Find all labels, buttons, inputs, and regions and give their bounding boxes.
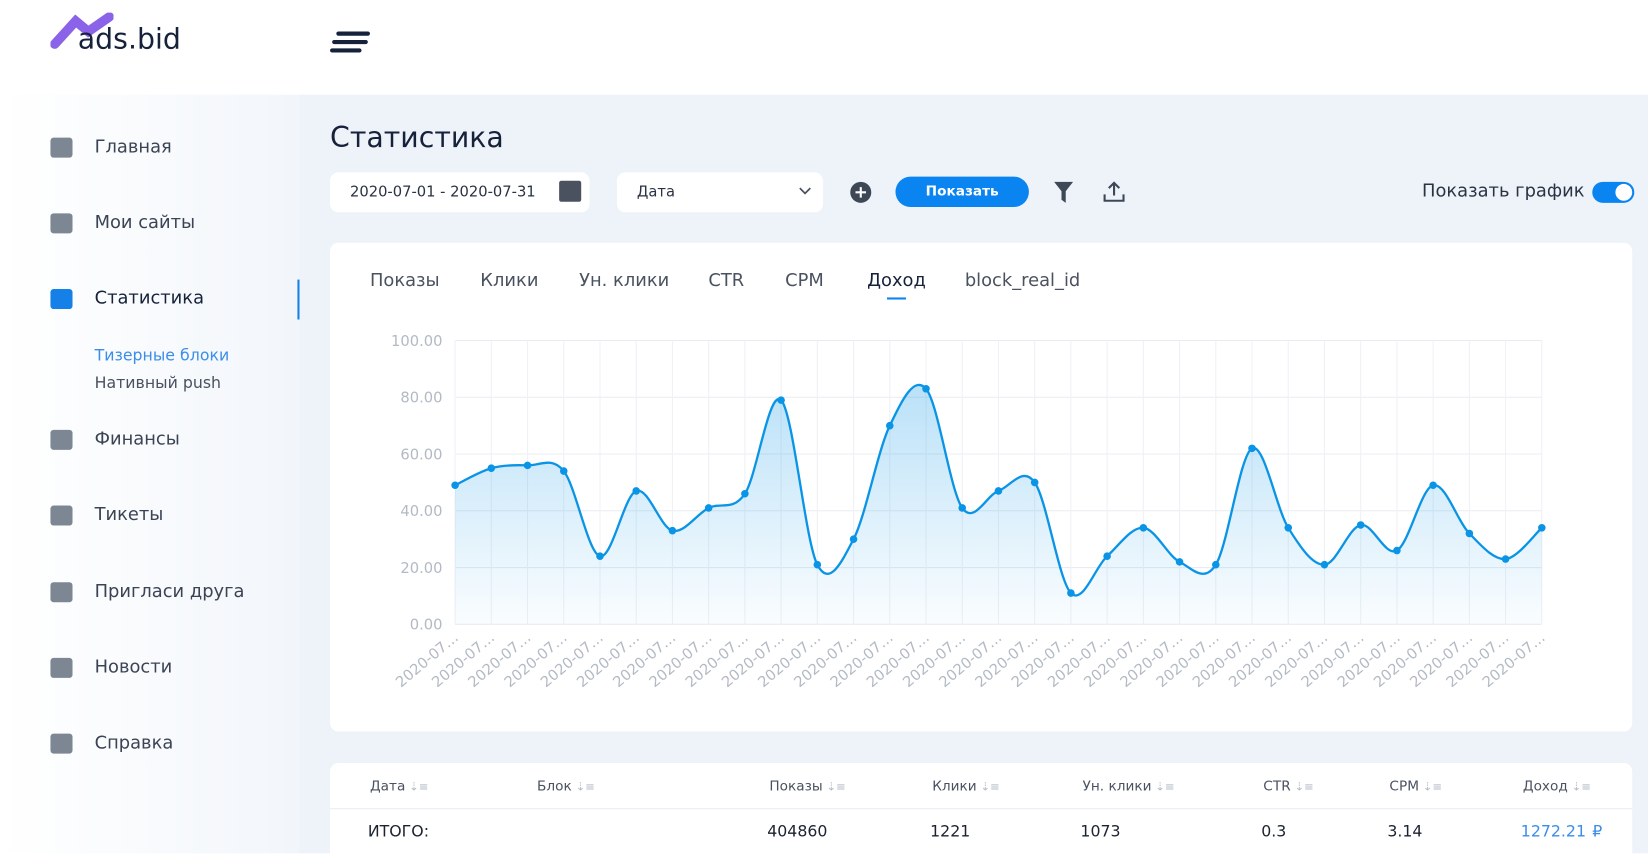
total-label: ИТОГО: [367, 821, 430, 841]
point [1248, 444, 1256, 453]
point [523, 461, 532, 470]
tab[interactable]: Клики [480, 270, 539, 292]
tab[interactable]: CPM [785, 270, 824, 292]
point [596, 552, 604, 560]
point [1320, 560, 1329, 569]
point [1284, 524, 1293, 532]
point [777, 396, 785, 404]
point [1356, 521, 1365, 529]
column-header[interactable]: Показы ⇣≡ [769, 778, 846, 795]
y-tick-label: 40.00 [400, 503, 442, 520]
point [1393, 546, 1401, 555]
point [1538, 524, 1546, 532]
tab[interactable]: block_real_id [964, 270, 1081, 292]
total-value: 1221 [930, 821, 971, 841]
y-tick-label: 0.00 [410, 617, 443, 634]
total-value: 404860 [767, 821, 828, 841]
y-tick-label: 60.00 [400, 446, 442, 463]
export-button[interactable] [1102, 180, 1125, 203]
chart-toggle[interactable] [1591, 180, 1635, 205]
y-tick-label: 20.00 [400, 560, 442, 577]
total-value: 3.14 [1387, 821, 1423, 841]
calendar-icon[interactable] [559, 180, 582, 202]
nav-item[interactable]: Тикеты [94, 504, 164, 526]
tab-indicator [887, 297, 906, 300]
tab[interactable]: CTR [708, 270, 745, 292]
toggle-label: Показать график [1422, 180, 1585, 202]
point [451, 481, 459, 490]
tab[interactable]: Доход [867, 270, 926, 292]
group-by: Дата [636, 183, 676, 201]
tab[interactable]: Ун. клики [579, 270, 670, 292]
page-title: Статистика [330, 121, 504, 155]
date-input[interactable] [330, 172, 590, 213]
nav-item[interactable]: Пригласи друга [94, 581, 245, 603]
total-value: 0.3 [1261, 821, 1287, 841]
add-button[interactable] [849, 181, 872, 204]
point [922, 384, 930, 393]
table [330, 763, 1633, 868]
column-header[interactable]: Блок ⇣≡ [537, 778, 595, 795]
group-select[interactable] [616, 172, 823, 213]
point [813, 560, 822, 569]
y-tick-label: 80.00 [400, 390, 442, 407]
date-range: 2020-07-01 - 2020-07-31 [349, 183, 536, 201]
column-header[interactable]: Клики ⇣≡ [932, 778, 1000, 795]
chevron [799, 187, 811, 195]
point [704, 504, 713, 512]
point [487, 464, 496, 473]
nav-item[interactable]: Справка [94, 732, 174, 754]
nav-item[interactable]: Мои сайты [94, 212, 196, 234]
column-header[interactable]: CTR ⇣≡ [1263, 778, 1314, 795]
line [454, 383, 1543, 597]
point [1429, 481, 1437, 490]
tab[interactable]: Показы [369, 270, 440, 292]
nav-item[interactable]: Новости [94, 656, 173, 678]
point [741, 489, 749, 498]
column-header[interactable]: Доход ⇣≡ [1522, 778, 1591, 795]
total-value: 1073 [1080, 821, 1121, 841]
column-header[interactable]: Ун. клики ⇣≡ [1082, 778, 1175, 795]
nav-item[interactable]: Финансы [94, 428, 180, 450]
point [668, 526, 677, 535]
logo-icon [50, 12, 114, 49]
chart: 0.0020.0040.0060.0080.00100.002020-07…20… [391, 333, 1549, 691]
nav-subitem[interactable]: Тизерные блоки [94, 345, 230, 365]
nav-item[interactable]: Главная [94, 136, 172, 158]
filter-button[interactable] [1053, 181, 1074, 204]
point [1175, 558, 1184, 566]
point [1103, 552, 1111, 560]
point [1139, 524, 1148, 532]
point [1212, 560, 1220, 569]
point [849, 535, 858, 543]
menu-button[interactable] [330, 29, 372, 58]
point [1067, 589, 1075, 597]
point [958, 504, 967, 512]
point [1501, 555, 1510, 563]
point [885, 421, 894, 430]
column-header[interactable]: CPM ⇣≡ [1389, 778, 1443, 795]
currency: ₽ [1592, 821, 1603, 841]
nav-subitem[interactable]: Нативный push [94, 373, 222, 393]
total-value: 1272.21 ₽ [1520, 821, 1603, 841]
column-header[interactable]: Дата ⇣≡ [369, 778, 429, 795]
y-tick-label: 100.00 [391, 333, 442, 350]
show-button[interactable]: Показать [895, 176, 1029, 208]
nav-item[interactable]: Статистика [94, 287, 205, 309]
point [1465, 529, 1474, 538]
sidebar [0, 94, 300, 854]
point [994, 487, 1003, 495]
area [455, 384, 1542, 625]
point [1030, 478, 1039, 487]
point [632, 487, 640, 495]
logo: ads.bid [77, 23, 181, 56]
point [559, 467, 568, 475]
